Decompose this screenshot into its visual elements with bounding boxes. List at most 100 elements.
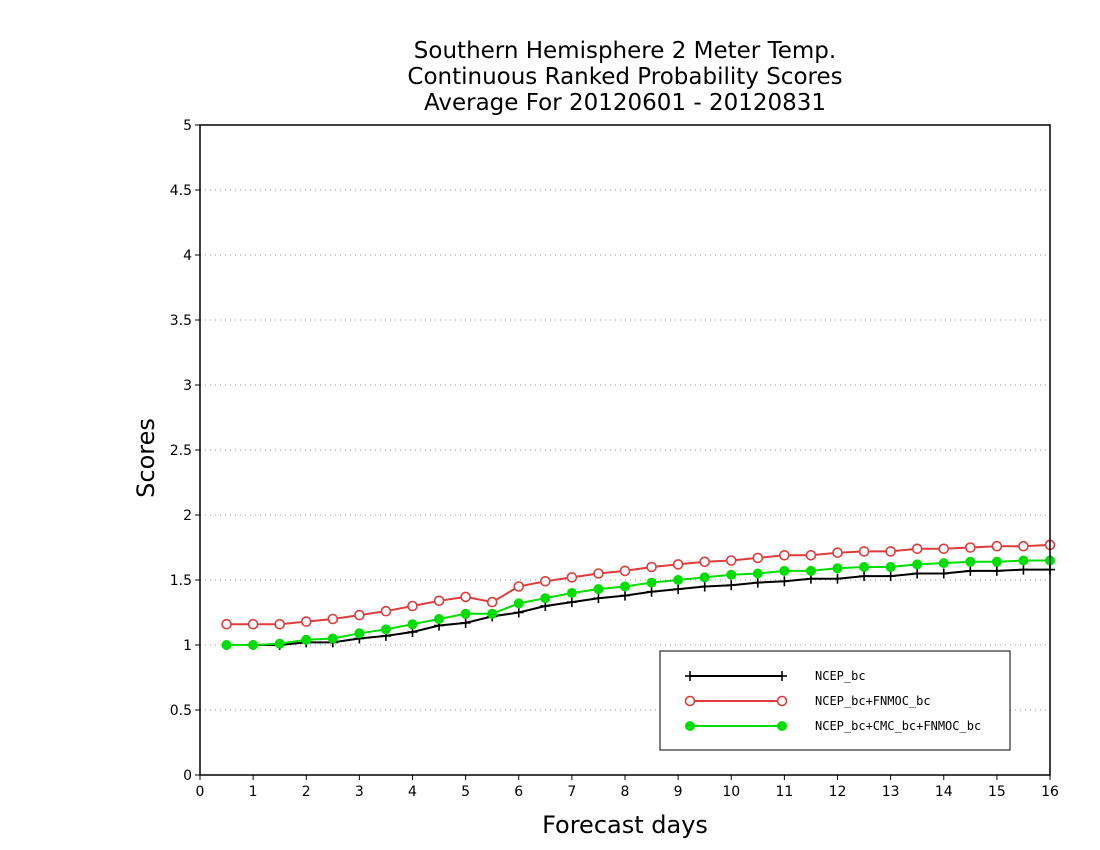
data-point [991,556,1002,567]
data-point [513,581,525,592]
data-point [354,609,365,621]
data-point [460,617,471,628]
data-point [752,552,764,564]
series-NCEP_bc+CMC_bc+FNMOC_bc [221,555,1055,650]
data-point [776,695,788,707]
chart-title-line-1: Southern Hemisphere 2 Meter Temp. [414,38,836,64]
data-point [380,605,392,617]
data-point [434,614,445,624]
data-point [566,588,577,598]
data-point [620,581,630,592]
data-point [619,565,631,577]
chart-title-line-2: Continuous Ranked Probability Scores [407,64,842,90]
data-point [858,546,870,557]
data-point [566,572,578,583]
legend-item: NCEP_bc+FNMOC_bc [684,694,931,708]
data-point [805,549,817,561]
data-point [407,600,418,612]
gridlines [200,189,1050,711]
x-tick-label: 12 [829,784,847,800]
y-tick-label: 0 [183,768,192,784]
data-point [779,576,790,587]
data-point [685,671,695,681]
data-point [684,695,696,707]
data-point [699,572,710,583]
x-tick-label: 8 [621,784,630,800]
data-point [646,586,657,597]
legend-label: NCEP_bc+CMC_bc+FNMOC_bc [815,719,981,733]
data-point [540,575,551,587]
x-tick-label: 15 [988,784,1006,800]
data-point [513,607,524,618]
data-point [991,565,1002,576]
data-point [938,558,949,569]
data-point [1018,555,1029,566]
chart-title-line-3: Average For 20120601 - 20120831 [424,90,826,116]
data-point [832,547,843,559]
data-point [247,618,259,630]
data-point [911,543,923,555]
y-tick-label: 5 [183,118,192,134]
data-point [752,577,763,588]
y-tick-label: 4 [183,248,192,264]
x-tick-label: 14 [935,784,953,800]
data-point [248,640,259,650]
legend-label: NCEP_bc [815,669,866,683]
data-point [1018,540,1029,552]
y-axis-title: Scores [132,418,160,498]
data-point [885,562,896,572]
x-tick-label: 0 [196,784,205,800]
x-axis-title: Forecast days [542,811,708,839]
y-tick-label: 1.5 [170,573,192,589]
x-tick-label: 11 [775,784,793,800]
x-tick-label: 7 [567,784,576,800]
data-point [777,721,787,731]
series-NCEP_bc [221,564,1055,650]
x-tick-label: 6 [514,784,523,800]
x-tick-label: 16 [1041,784,1059,800]
data-point [779,549,790,561]
data-point [699,581,710,592]
x-tick-label: 1 [249,784,258,800]
data-point [274,638,285,649]
series-NCEP_bc+FNMOC_bc [221,539,1056,630]
data-point [646,561,657,573]
legend: NCEP_bc NCEP_bc+FNMOC_bc NCEP_bc+CMC_bc+FN… [659,650,1011,751]
plot-area-frame [199,124,1051,776]
data-point [433,595,445,607]
data-point [593,568,604,579]
data-point [300,616,312,627]
y-tick-label: 3 [183,378,192,394]
data-point [965,556,976,567]
data-point [327,613,339,625]
data-point [965,565,976,576]
data-point [460,608,471,619]
x-tick-label: 4 [408,784,417,800]
data-point [487,608,498,619]
data-point [1018,564,1029,575]
series-line [226,568,1050,646]
x-tick-label: 5 [461,784,470,800]
y-tick-label: 4.5 [170,183,192,199]
data-point [725,555,737,566]
y-tick-label: 1 [183,638,192,654]
y-tick-label: 2.5 [170,443,192,459]
data-point [805,565,816,576]
data-point [685,721,695,731]
data-point [593,593,604,604]
data-point [566,597,577,608]
data-point [301,634,312,645]
y-tick-label: 0.5 [170,703,192,719]
legend-item: NCEP_bc+CMC_bc+FNMOC_bc [685,719,981,733]
data-point [354,628,365,639]
data-point [832,563,843,574]
y-axis-ticks: 0 0.5 1 1.5 2 2.5 3 3.5 4 4.5 5 [170,118,200,784]
data-point [221,640,232,650]
legend-item: NCEP_bc [685,669,866,683]
data-point [912,559,923,570]
y-tick-label: 3.5 [170,313,192,329]
legend-label: NCEP_bc+FNMOC_bc [815,694,931,708]
data-point [779,565,790,576]
x-tick-label: 9 [674,784,683,800]
